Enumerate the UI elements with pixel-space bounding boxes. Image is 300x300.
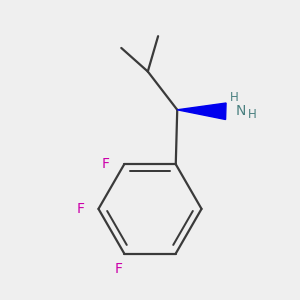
Polygon shape — [177, 103, 226, 119]
Text: H: H — [248, 108, 257, 121]
Text: N: N — [236, 104, 246, 118]
Text: F: F — [114, 262, 122, 276]
Text: H: H — [230, 91, 238, 103]
Text: F: F — [102, 157, 110, 171]
Text: F: F — [76, 202, 84, 216]
